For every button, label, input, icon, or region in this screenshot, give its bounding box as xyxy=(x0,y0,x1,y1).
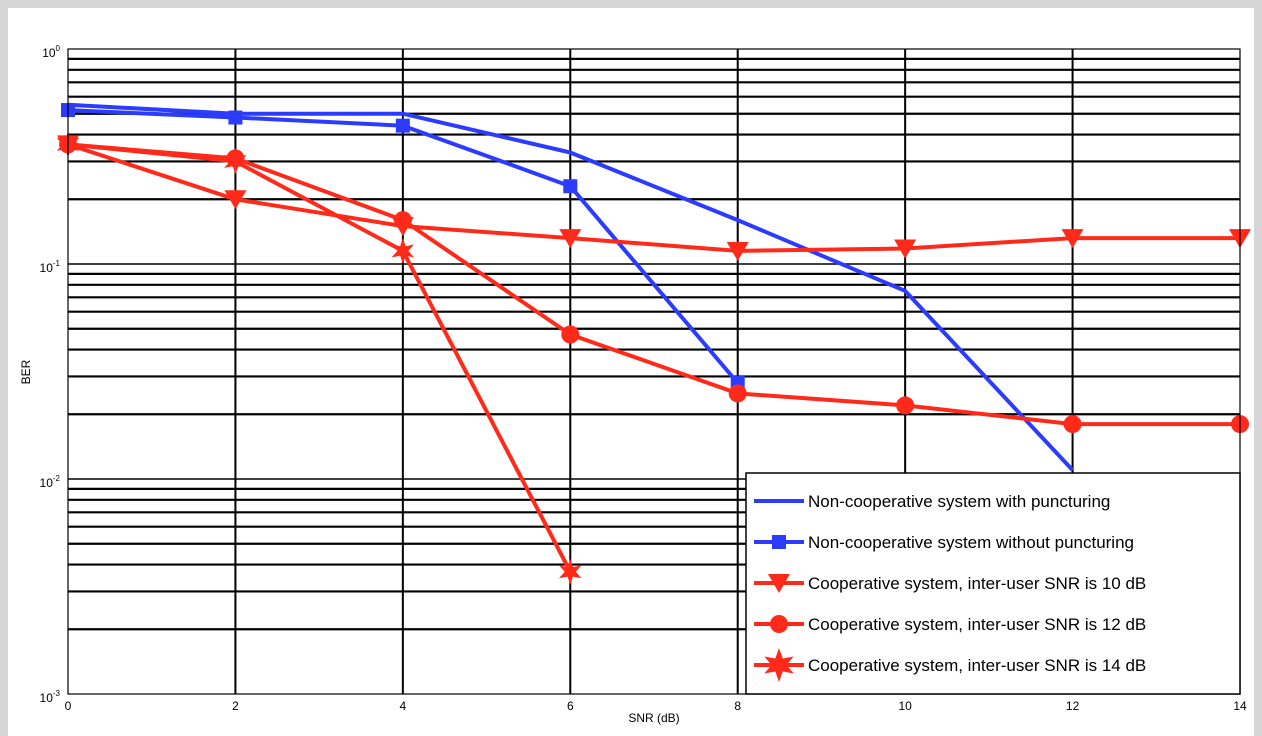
y-axis-label: BER xyxy=(19,359,33,384)
legend-label: Cooperative system, inter-user SNR is 12… xyxy=(808,615,1146,634)
x-tick-label: 10 xyxy=(898,699,912,713)
x-tick-label: 12 xyxy=(1066,699,1080,713)
y-tick-label: 10-1 xyxy=(40,259,61,275)
star-marker xyxy=(224,148,247,175)
star-marker xyxy=(559,558,582,585)
y-tick-label: 10-2 xyxy=(40,474,61,490)
x-tick-label: 4 xyxy=(400,699,407,713)
legend-box xyxy=(745,472,1241,695)
x-tick-label: 2 xyxy=(232,699,239,713)
triangle-marker xyxy=(559,229,582,249)
y-tick-label: 10-3 xyxy=(40,689,61,705)
legend-label: Non-cooperative system without puncturin… xyxy=(808,533,1134,552)
x-tick-label: 0 xyxy=(65,699,72,713)
triangle-marker xyxy=(726,241,749,261)
triangle-marker xyxy=(768,574,790,593)
legend-entry: Non-cooperative system without puncturin… xyxy=(754,533,1134,552)
legend-entry: Cooperative system, inter-user SNR is 14… xyxy=(754,648,1146,682)
circle-marker xyxy=(770,615,788,633)
figure-frame: 0 2 4 6 8 10 12 14 100 10-1 10-2 10-3 SNR (dB) BER … xyxy=(8,8,1254,736)
legend-entry: Non-cooperative system with puncturing xyxy=(754,492,1110,511)
legend-entry: Cooperative system, inter-user SNR is 12… xyxy=(754,615,1146,634)
square-marker xyxy=(563,179,578,194)
triangle-marker xyxy=(1061,229,1084,249)
star-marker xyxy=(764,648,794,682)
series-line xyxy=(67,142,1240,253)
x-axis-label: SNR (dB) xyxy=(628,711,679,725)
square-marker xyxy=(395,118,410,133)
legend-label: Cooperative system, inter-user SNR is 10… xyxy=(808,574,1146,593)
square-marker xyxy=(228,110,243,125)
star-marker xyxy=(391,237,415,264)
circle-marker xyxy=(896,396,915,415)
x-tick-label: 6 xyxy=(567,699,574,713)
x-tick-label: 8 xyxy=(734,699,741,713)
series-layer xyxy=(56,102,1251,585)
circle-marker xyxy=(728,384,747,403)
x-tick-label: 14 xyxy=(1233,699,1247,713)
legend-entry: Cooperative system, inter-user SNR is 10… xyxy=(754,574,1146,593)
circle-marker xyxy=(561,325,580,344)
series-line xyxy=(67,142,573,573)
legend: Non-cooperative system with puncturing No… xyxy=(745,472,1241,695)
triangle-marker xyxy=(894,239,917,259)
triangle-marker xyxy=(224,190,247,210)
series-line xyxy=(67,142,1240,427)
circle-marker xyxy=(393,211,412,230)
grid xyxy=(68,49,1240,694)
y-tick-label: 100 xyxy=(42,44,60,60)
circle-marker xyxy=(1063,415,1082,434)
tick-labels: 0 2 4 6 8 10 12 14 100 10-1 10-2 10-3 xyxy=(40,44,1247,713)
legend-label: Cooperative system, inter-user SNR is 14… xyxy=(808,656,1146,675)
legend-label: Non-cooperative system with puncturing xyxy=(808,492,1110,511)
square-marker xyxy=(772,535,786,549)
plot-border xyxy=(67,48,1241,695)
